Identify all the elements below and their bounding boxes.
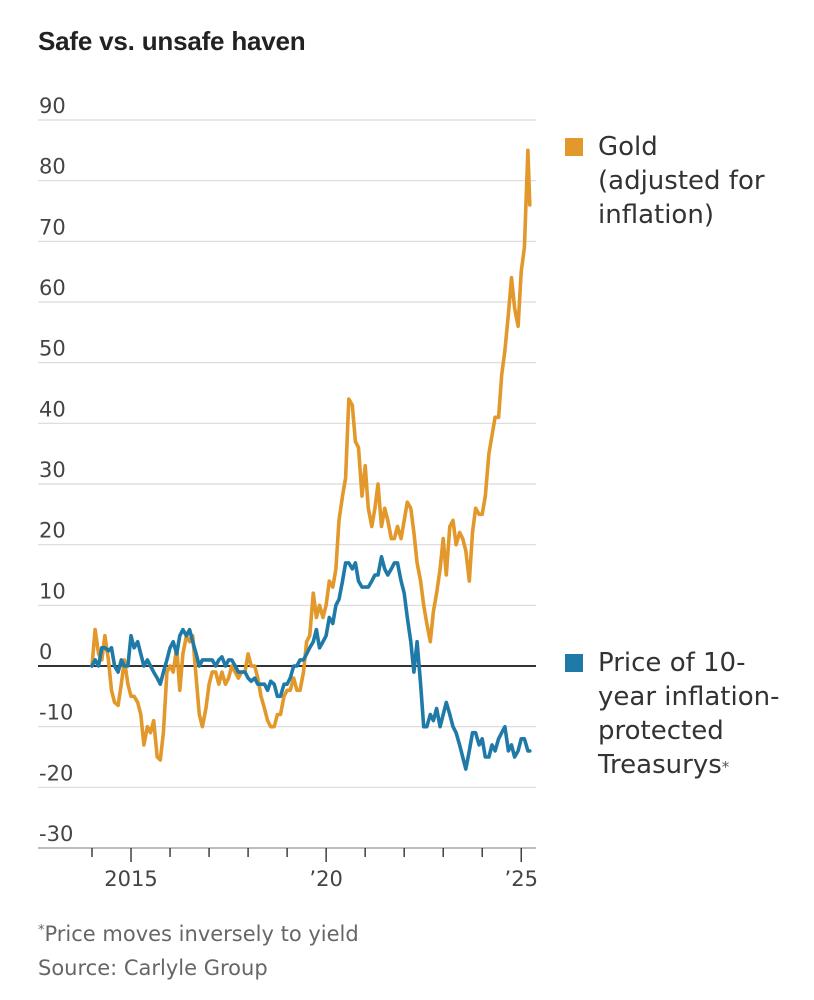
y-tick-label-20: 20 <box>39 519 66 543</box>
y-tick-label-80: 80 <box>39 155 66 179</box>
x-axis: 2015 ’20 ’25 <box>38 847 538 891</box>
legend-footnote-marker: * <box>721 758 730 776</box>
y-tick-label--20: -20 <box>39 761 73 785</box>
series-lines <box>90 148 532 771</box>
y-axis-tick-labels: 90 80 70 60 50 40 30 20 10 0 -10 -20 -30 <box>39 94 73 846</box>
y-tick-label--30: -30 <box>39 822 73 846</box>
x-tick-label-2020: ’20 <box>309 867 342 891</box>
y-tick-label-60: 60 <box>39 276 66 300</box>
y-tick-label-10: 10 <box>39 579 66 603</box>
y-tick-label-40: 40 <box>39 397 66 421</box>
x-tick-label-2025: ’25 <box>505 867 538 891</box>
legend-label-gold: Gold (adjusted for inflation) <box>598 132 765 230</box>
y-tick-label-0: 0 <box>39 640 52 664</box>
y-tick-label--10: -10 <box>39 701 73 725</box>
series-line-tips <box>90 555 532 771</box>
footnote-source: Source: Carlyle Group <box>38 956 268 980</box>
y-tick-label-90: 90 <box>39 94 66 118</box>
footnote-marker: * <box>38 923 45 938</box>
footnote-note-text: Price moves inversely to yield <box>44 922 359 946</box>
y-tick-label-50: 50 <box>39 337 66 361</box>
gridlines <box>38 119 536 849</box>
x-tick-label-2015: 2015 <box>104 867 157 891</box>
tips-swatch <box>565 654 583 672</box>
gold-swatch <box>565 138 583 156</box>
legend-label-tips-text: Price of 10- year inflation- protected T… <box>598 648 780 780</box>
series-line-gold <box>90 148 532 762</box>
chart-title: Safe vs. unsafe haven <box>38 26 306 56</box>
legend-label-tips: Price of 10- year inflation- protected T… <box>598 646 798 782</box>
y-tick-label-30: 30 <box>39 458 66 482</box>
footnote-note: *Price moves inversely to yield <box>38 922 359 946</box>
y-tick-label-70: 70 <box>39 215 66 239</box>
